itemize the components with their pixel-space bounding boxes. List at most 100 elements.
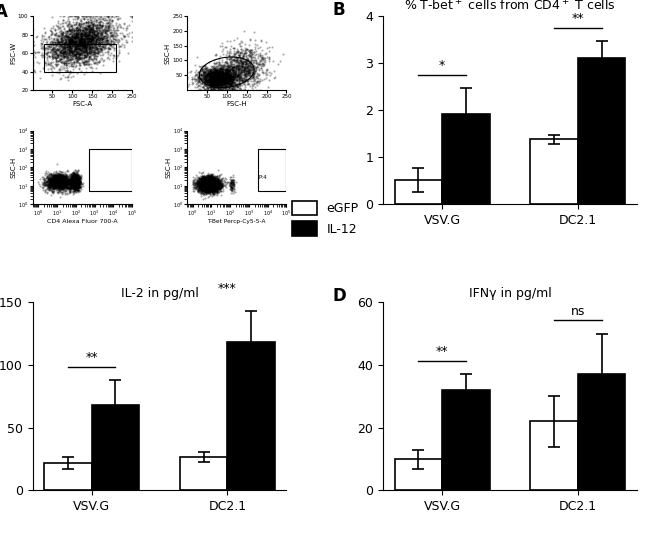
Point: [233, 65, 243, 73]
Point: [197, 180, 207, 189]
Point: [200, 175, 210, 183]
Point: [234, 40, 244, 49]
Point: [205, 180, 215, 189]
Point: [68, 173, 79, 182]
Point: [73, 173, 83, 182]
Point: [71, 171, 81, 180]
Point: [49, 177, 59, 186]
Point: [220, 183, 231, 192]
Point: [72, 32, 82, 40]
Point: [211, 185, 221, 194]
Point: [222, 74, 232, 83]
Point: [214, 178, 224, 186]
Point: [98, 15, 109, 23]
Point: [191, 70, 202, 79]
Point: [92, 34, 102, 43]
Point: [55, 179, 66, 188]
Point: [216, 77, 226, 86]
Point: [200, 72, 210, 81]
Point: [65, 52, 75, 61]
Point: [92, 31, 103, 39]
Point: [60, 175, 71, 184]
Point: [199, 177, 209, 186]
Point: [53, 172, 63, 181]
Point: [233, 66, 244, 74]
Point: [198, 182, 208, 191]
Point: [86, 54, 97, 63]
Point: [202, 181, 212, 189]
Point: [72, 180, 82, 189]
Point: [224, 70, 234, 79]
Point: [211, 181, 222, 189]
Point: [218, 71, 228, 79]
Point: [195, 179, 205, 188]
Point: [214, 173, 224, 182]
Point: [80, 38, 90, 46]
Point: [204, 83, 214, 92]
Point: [106, 36, 116, 45]
Point: [206, 180, 216, 189]
Point: [66, 48, 77, 57]
Point: [72, 177, 83, 185]
Point: [58, 177, 68, 185]
Point: [71, 178, 81, 186]
Point: [107, 28, 117, 37]
Point: [88, 42, 98, 51]
Point: [210, 67, 220, 76]
Point: [70, 183, 81, 191]
Point: [85, 28, 96, 37]
Point: [209, 179, 219, 188]
Point: [207, 182, 217, 190]
Point: [203, 179, 213, 188]
Point: [63, 34, 73, 43]
Point: [69, 177, 79, 186]
Point: [51, 171, 62, 180]
Point: [197, 186, 207, 195]
Point: [211, 183, 221, 192]
Point: [68, 177, 79, 185]
Point: [205, 183, 215, 191]
Point: [203, 75, 213, 84]
Point: [198, 173, 209, 182]
Point: [244, 51, 255, 60]
Point: [218, 68, 229, 77]
Point: [199, 177, 209, 185]
Point: [108, 34, 118, 43]
Point: [72, 171, 82, 179]
Point: [63, 33, 73, 42]
Point: [190, 183, 201, 191]
Point: [207, 183, 217, 191]
Point: [267, 57, 278, 65]
Point: [195, 179, 205, 188]
Point: [64, 176, 74, 184]
Point: [73, 38, 84, 47]
Point: [219, 75, 229, 84]
Point: [69, 50, 79, 59]
Point: [198, 182, 209, 190]
Point: [92, 36, 102, 44]
Point: [73, 178, 84, 187]
Point: [53, 182, 63, 190]
Point: [68, 174, 79, 182]
Point: [67, 177, 77, 186]
Point: [206, 72, 216, 80]
Point: [218, 66, 229, 75]
Point: [83, 17, 93, 26]
Point: [202, 183, 212, 191]
Point: [74, 39, 85, 47]
Point: [83, 44, 94, 52]
Point: [194, 175, 205, 183]
Point: [224, 61, 235, 70]
Point: [228, 78, 239, 87]
Point: [208, 189, 218, 198]
Point: [194, 184, 205, 192]
Point: [224, 84, 234, 92]
Point: [237, 60, 248, 68]
Point: [51, 59, 61, 68]
Point: [67, 47, 77, 56]
Point: [49, 172, 59, 181]
Point: [88, 49, 99, 57]
Point: [46, 178, 56, 187]
Point: [53, 178, 63, 186]
Point: [201, 185, 211, 194]
